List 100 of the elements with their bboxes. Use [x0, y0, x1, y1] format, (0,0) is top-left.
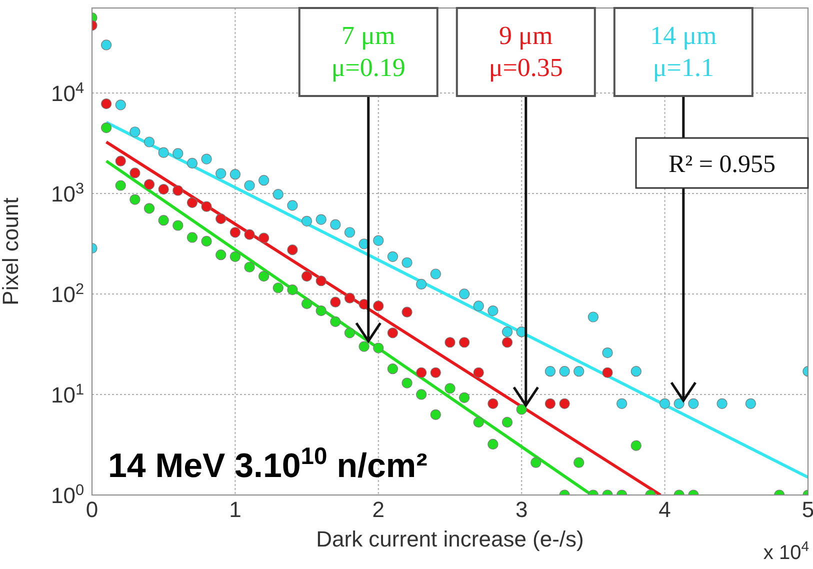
point	[172, 148, 184, 159]
point	[144, 203, 155, 214]
point	[660, 398, 670, 409]
point	[101, 122, 112, 134]
point	[330, 219, 341, 230]
point	[459, 337, 470, 348]
point	[544, 366, 556, 377]
point	[158, 184, 169, 195]
text: x 10$^{4}$	[763, 538, 810, 564]
point	[745, 398, 756, 409]
point	[559, 398, 570, 409]
point	[115, 156, 126, 166]
point	[530, 457, 542, 468]
point	[444, 383, 456, 394]
point	[230, 227, 240, 238]
point	[387, 364, 398, 374]
point	[302, 298, 312, 310]
point	[316, 214, 326, 225]
point	[616, 398, 628, 409]
point	[244, 180, 255, 191]
point	[688, 398, 699, 409]
point	[258, 232, 270, 244]
x-tick-label: 3	[515, 497, 528, 522]
point	[358, 341, 370, 352]
point	[172, 185, 184, 196]
point	[444, 337, 456, 348]
point	[459, 392, 470, 403]
point	[144, 179, 155, 190]
point	[473, 300, 484, 312]
point	[344, 328, 356, 338]
point	[488, 438, 498, 450]
point	[602, 367, 613, 378]
point	[216, 168, 226, 179]
point	[416, 278, 427, 290]
point	[630, 366, 642, 377]
y-tick-label: 10$^{0}$	[50, 482, 84, 508]
point	[101, 98, 112, 110]
point	[416, 389, 427, 400]
point	[630, 440, 642, 451]
point	[258, 175, 270, 186]
point	[430, 268, 441, 280]
x-tick-label: 0	[86, 497, 98, 522]
point	[287, 244, 298, 256]
annotation: 14 μm μ=1.1	[650, 21, 717, 82]
point	[430, 409, 441, 420]
x-tick-label: 4	[658, 497, 671, 522]
point	[502, 416, 513, 428]
point	[115, 100, 126, 110]
point	[674, 398, 684, 409]
point	[330, 316, 341, 327]
point	[344, 227, 356, 238]
point	[186, 232, 198, 243]
point	[158, 215, 169, 226]
point	[459, 288, 470, 300]
point	[216, 213, 226, 224]
point	[272, 189, 284, 200]
point	[373, 300, 384, 312]
point	[130, 168, 140, 178]
y-tick-label: 10$^{1}$	[50, 380, 84, 408]
point	[602, 347, 613, 358]
point	[201, 236, 212, 246]
point	[502, 337, 513, 348]
annotation: 14 MeV 3.10$^{10}$ n/cm²	[108, 442, 428, 485]
point	[574, 366, 584, 377]
point	[230, 169, 240, 180]
point	[716, 398, 728, 409]
point	[201, 201, 212, 212]
point	[230, 251, 240, 262]
point	[316, 306, 326, 316]
point	[574, 457, 584, 468]
point	[302, 216, 312, 226]
point	[186, 197, 198, 208]
point	[373, 235, 384, 246]
point	[302, 270, 312, 282]
point	[544, 398, 556, 409]
x-tick-label: 2	[372, 497, 385, 522]
point	[272, 282, 284, 294]
point	[387, 251, 398, 262]
point	[502, 326, 513, 338]
y-tick-label: 10$^{2}$	[50, 280, 84, 307]
annotation: 7 μm μ=0.19	[331, 21, 406, 82]
point	[402, 378, 412, 388]
point	[488, 306, 498, 316]
point	[588, 312, 598, 322]
annotation: 9 μm μ=0.35	[488, 21, 563, 82]
point	[387, 328, 398, 338]
x-tick-label: 1	[229, 497, 242, 522]
point	[402, 257, 412, 268]
y-tick-label: 10$^{4}$	[50, 79, 84, 106]
point	[402, 306, 412, 318]
point	[201, 154, 212, 164]
point	[559, 366, 570, 377]
point	[130, 126, 140, 138]
point	[144, 136, 155, 148]
point	[158, 147, 169, 158]
point	[473, 367, 484, 378]
point	[430, 367, 441, 378]
annotation: R² = 0.955	[668, 151, 776, 178]
point	[258, 270, 270, 282]
point	[344, 292, 356, 304]
